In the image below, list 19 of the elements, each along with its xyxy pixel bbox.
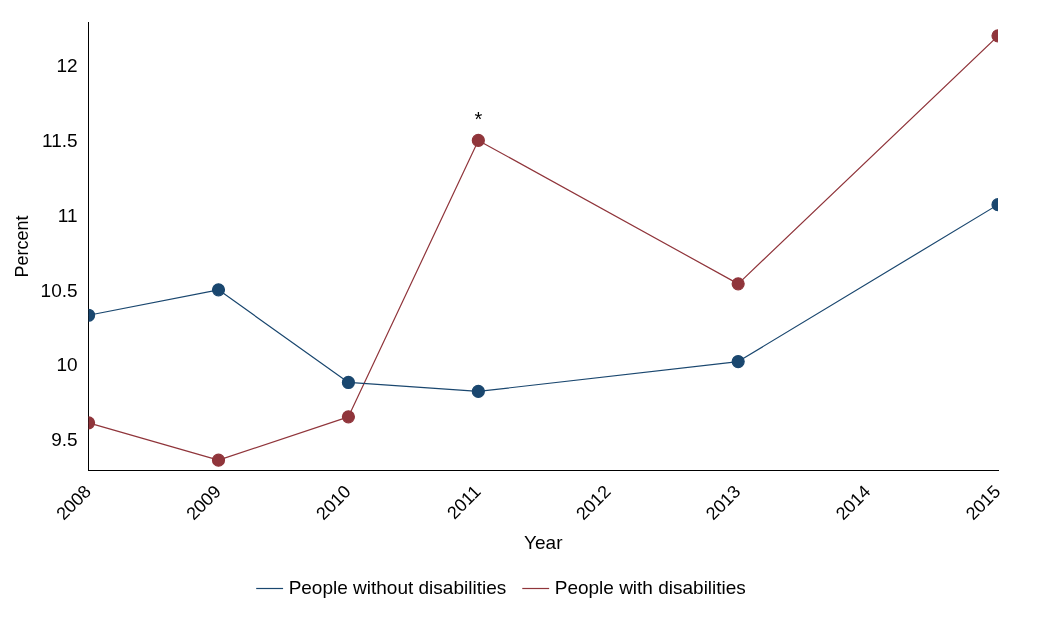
point bbox=[341, 375, 356, 390]
y-tick-label: 11.5 bbox=[42, 130, 78, 152]
point bbox=[211, 453, 226, 467]
y-axis-title: Percent bbox=[11, 215, 32, 278]
y-tick-label: 11 bbox=[57, 204, 78, 226]
point bbox=[471, 384, 485, 399]
legend-label: People with disabilities bbox=[554, 576, 746, 598]
point bbox=[731, 354, 745, 369]
y-tick-label: 9.5 bbox=[51, 428, 78, 450]
annotation: * bbox=[474, 107, 483, 130]
point bbox=[341, 410, 356, 424]
legend-label: People without disabilities bbox=[288, 576, 507, 598]
point bbox=[211, 283, 226, 297]
y-tick-label: 10 bbox=[56, 354, 78, 376]
y-tick-label: 12 bbox=[56, 55, 78, 77]
x-axis-title: Year bbox=[524, 531, 564, 553]
y-tick-label: 10.5 bbox=[40, 279, 78, 301]
point bbox=[731, 277, 745, 291]
point bbox=[471, 133, 485, 148]
